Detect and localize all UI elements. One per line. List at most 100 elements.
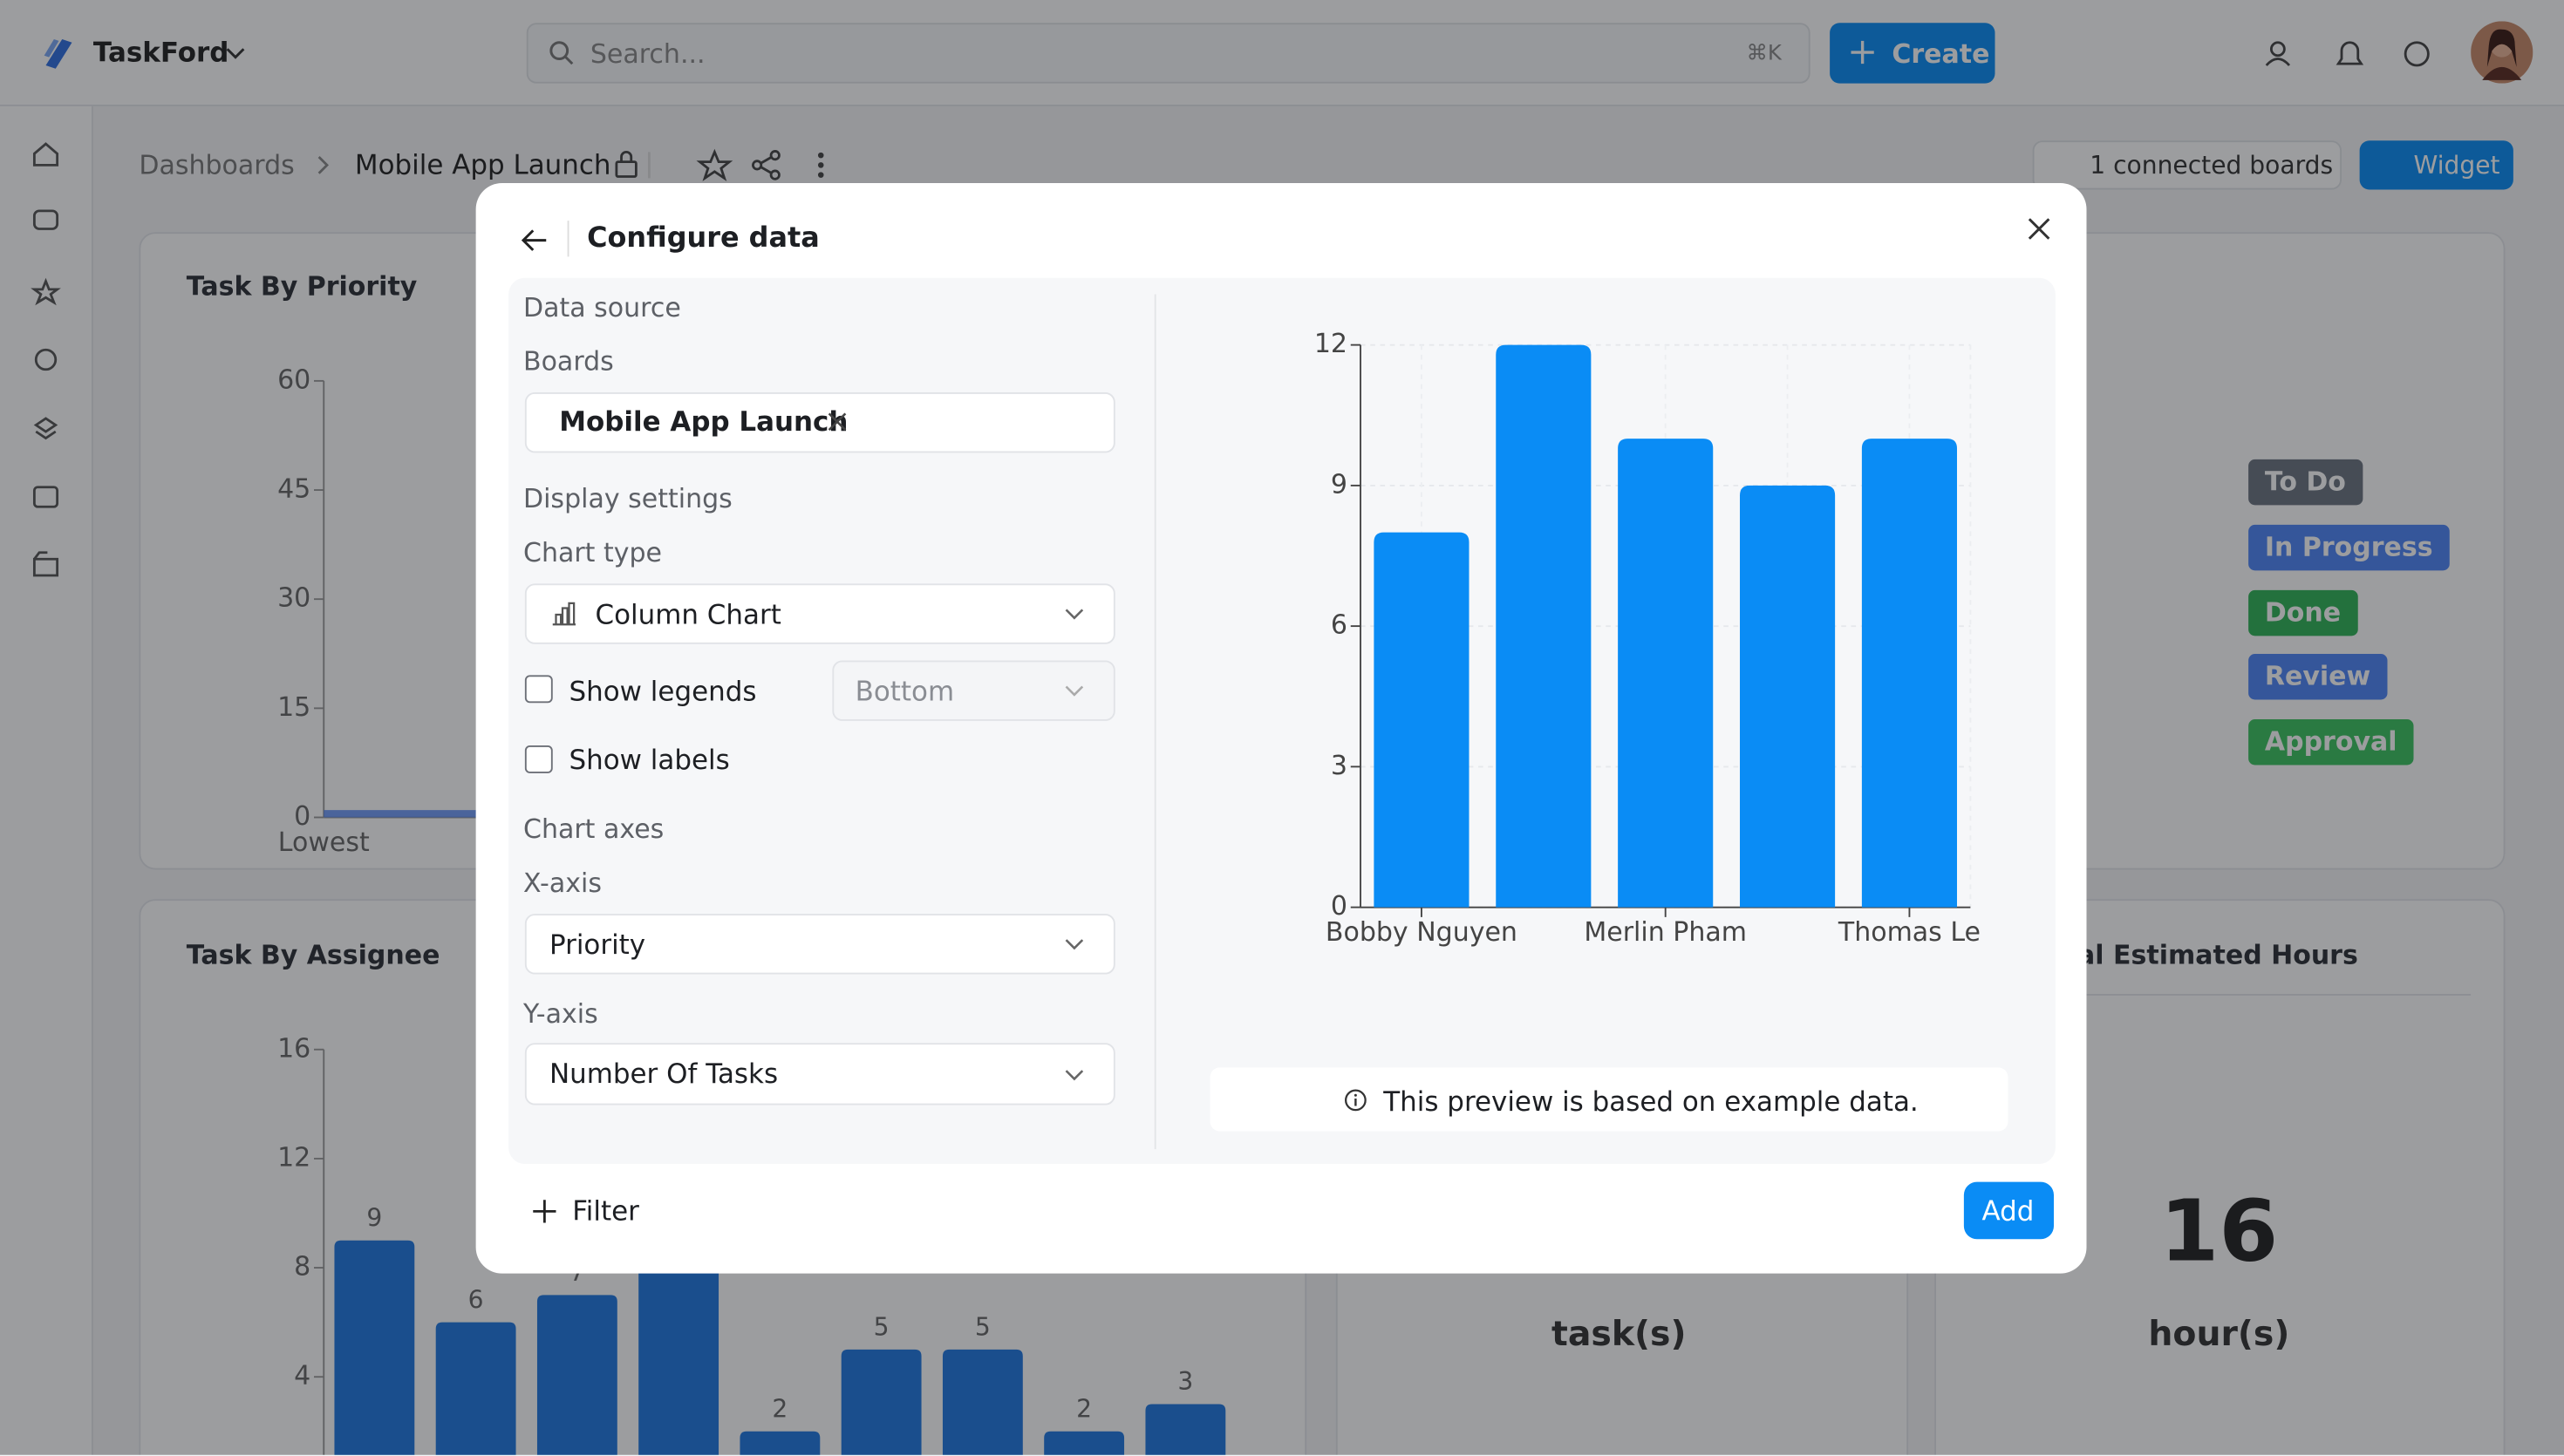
chevron — [1065, 685, 1084, 697]
chevron — [1065, 609, 1084, 620]
value-label: 5 — [975, 1313, 991, 1342]
logo — [44, 39, 72, 69]
app-name[interactable]: TaskFord — [92, 37, 229, 68]
value-label: 9 — [366, 1203, 382, 1232]
info-icon — [1345, 1089, 1367, 1112]
sidebar-icons — [31, 142, 61, 577]
legend-position-value: Bottom — [855, 676, 955, 707]
bar — [1861, 439, 1957, 908]
widget-title: Task By Priority — [186, 270, 418, 302]
avatar[interactable] — [2471, 21, 2533, 84]
checkbox-label: Show labels — [569, 745, 730, 776]
modal-title: Configure data — [587, 222, 820, 255]
connected-boards-label: 1 connected boards — [2090, 150, 2334, 180]
breadcrumb-current: Mobile App Launch — [354, 149, 611, 181]
field-label: X-axis — [523, 867, 602, 899]
bar — [740, 1431, 821, 1455]
remove-chip[interactable] — [828, 412, 848, 432]
close-button[interactable] — [2028, 217, 2050, 240]
widget-title: Task By Assignee — [186, 939, 440, 970]
chart-type-icon — [552, 602, 576, 626]
y-tick-label: 8 — [294, 1252, 310, 1283]
bar — [1618, 439, 1714, 908]
bar — [1044, 1431, 1125, 1455]
x-tick-label: Bobby Nguyen — [1326, 917, 1517, 948]
board-select[interactable] — [524, 392, 1115, 453]
field-label: Chart type — [523, 536, 662, 568]
field-label: Y-axis — [523, 997, 598, 1030]
connected-boards[interactable] — [2032, 140, 2342, 190]
status-badge: Approval — [2248, 719, 2414, 765]
status-badge: In Progress — [2248, 524, 2450, 570]
add-label: Add — [1981, 1195, 2035, 1228]
widget-button[interactable] — [2359, 140, 2513, 190]
x-tick-label: Merlin Pham — [1584, 917, 1747, 948]
x-axis-select[interactable] — [524, 914, 1115, 975]
search-icon — [549, 41, 574, 65]
plus-icon — [533, 1200, 556, 1223]
y-tick-label: 15 — [277, 692, 310, 723]
x-axis-value: Priority — [549, 929, 646, 961]
breadcrumb-parent[interactable]: Dashboards — [139, 149, 295, 181]
shortcut: ⌘K — [1746, 41, 1782, 66]
chart-type-value: Column Chart — [595, 599, 781, 630]
bar — [435, 1322, 516, 1455]
y-axis-value: Number Of Tasks — [549, 1058, 779, 1090]
status-badge: Done — [2248, 589, 2357, 636]
y-tick-label: 12 — [277, 1142, 310, 1173]
bar — [1740, 485, 1836, 908]
header-icons — [2265, 41, 2430, 67]
checkbox[interactable] — [524, 745, 553, 773]
y-tick-label: 3 — [1331, 751, 1347, 781]
y-tick-label: 30 — [277, 583, 310, 614]
filter-button[interactable]: Filter — [572, 1195, 639, 1228]
stat-unit: task(s) — [1551, 1314, 1687, 1354]
bar — [841, 1349, 922, 1455]
y-tick-label: 12 — [1314, 329, 1347, 359]
y-tick-label: 0 — [294, 801, 310, 832]
section-label: Display settings — [523, 483, 733, 514]
legend-position-select — [832, 660, 1115, 721]
search-box[interactable] — [526, 23, 1810, 84]
y-tick-label: 60 — [277, 364, 310, 395]
x-tick-label: Thomas Le — [1838, 917, 1981, 948]
board-chip: Mobile App Launch — [559, 405, 849, 438]
bar — [536, 1295, 617, 1455]
stat-value: 16 — [2159, 1183, 2279, 1283]
divider — [1154, 294, 1156, 1150]
checkbox[interactable] — [524, 675, 553, 704]
value-label: 5 — [874, 1313, 890, 1342]
y-tick-label: 16 — [277, 1033, 310, 1064]
plus-icon — [1851, 40, 1874, 65]
section-label: Data source — [523, 291, 681, 323]
y-tick-label: 6 — [1331, 610, 1347, 641]
value-label: 3 — [1177, 1367, 1193, 1396]
chart-type-select[interactable] — [524, 583, 1115, 644]
value-label: 2 — [1076, 1394, 1092, 1423]
y-tick-label: 45 — [277, 474, 310, 505]
chevron — [226, 48, 245, 59]
divider — [1934, 994, 2472, 996]
bar — [334, 1240, 415, 1455]
chevron — [1065, 939, 1084, 950]
y-tick-label: 0 — [1331, 891, 1347, 922]
breadcrumb-separator — [317, 156, 329, 174]
status-badge: Review — [2248, 654, 2387, 701]
divider — [567, 221, 569, 257]
x-tick-label: Lowest — [278, 827, 370, 858]
stat-unit: hour(s) — [2148, 1314, 2290, 1354]
section-label: Chart axes — [523, 813, 665, 845]
value-label: 2 — [772, 1394, 788, 1423]
sidebar — [0, 105, 93, 1455]
widget-label: Widget — [2413, 150, 2500, 180]
bar — [1374, 532, 1470, 908]
preview-note: This preview is based on example data. — [1383, 1085, 1919, 1118]
add-button[interactable] — [1963, 1181, 2054, 1240]
back-button[interactable] — [520, 226, 549, 255]
bar — [1145, 1404, 1226, 1455]
widget-title: Total Estimated Hours — [2032, 939, 2358, 970]
y-axis-select[interactable] — [524, 1043, 1115, 1106]
